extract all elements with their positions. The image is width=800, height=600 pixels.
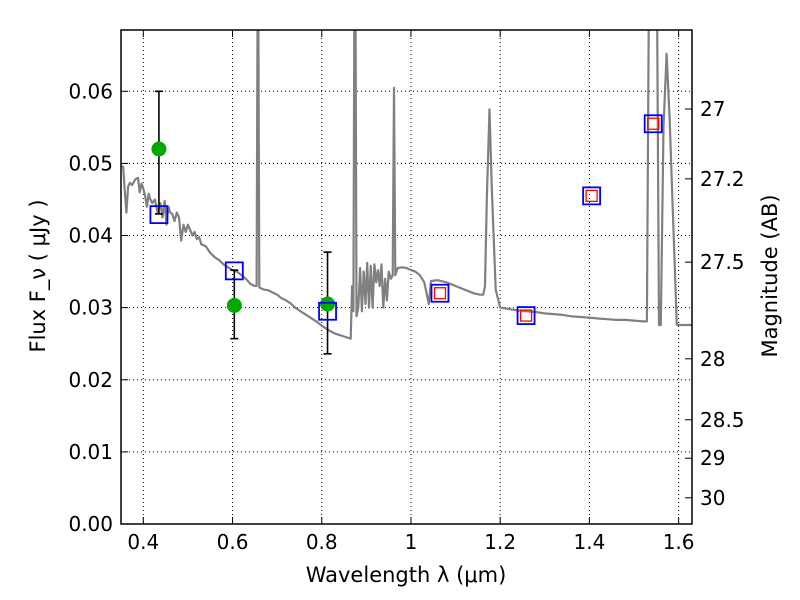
model-flux-square <box>582 186 602 206</box>
observed-flux-point <box>226 297 242 313</box>
right-tick-label: 27 <box>700 97 725 121</box>
model-flux-square <box>430 283 450 303</box>
y-tick-label: 0.02 <box>68 368 113 392</box>
model-flux-square <box>516 306 536 325</box>
model-flux-square-small <box>647 117 660 130</box>
model-flux-square <box>318 301 337 321</box>
right-tick-label: 27.2 <box>700 167 745 191</box>
model-flux-square <box>149 205 169 225</box>
plot-frame <box>120 29 693 525</box>
right-tick-label: 27.5 <box>700 250 745 274</box>
y-tick-label: 0.00 <box>68 512 113 536</box>
grid-lines <box>121 30 692 525</box>
y-axis-label-text: Flux F_ν ( μJy ) <box>26 199 51 352</box>
x-tick-label: 1.6 <box>663 530 695 554</box>
x-tick-label: 1.2 <box>484 530 516 554</box>
observed-flux-point <box>320 296 336 312</box>
right-tick-label: 28 <box>700 347 725 371</box>
y-axis-label: Flux F_ν ( μJy ) <box>26 199 51 352</box>
axes: 0.4 0.6 0.8 1 1.2 1.4 1.6 0.00 0.01 0.02 0.03 0.04 0… <box>68 29 745 554</box>
y-tick-label: 0.06 <box>68 79 113 103</box>
x-tick-label: 0.6 <box>217 530 249 554</box>
y-tick-label: 0.05 <box>68 151 113 175</box>
x-tick-label: 1.4 <box>573 530 605 554</box>
x-axis-label: Wavelength λ (μm) <box>306 563 507 587</box>
model-flux-square-small <box>585 189 598 203</box>
x-axis-label-text: Wavelength λ (μm) <box>306 563 507 587</box>
observed-flux-point <box>151 141 167 157</box>
plot-area <box>121 30 692 355</box>
y-tick-label: 0.03 <box>68 296 113 320</box>
model-flux-square <box>643 114 663 134</box>
model-flux-square-small <box>519 309 533 322</box>
right-tick-label: 30 <box>700 486 725 510</box>
x-tick-label: 0.4 <box>127 530 159 554</box>
right-tick-label: 29 <box>700 446 725 470</box>
y-tick-label: 0.01 <box>68 440 113 464</box>
model-flux-square-small <box>433 287 447 300</box>
y-tick-label: 0.04 <box>68 224 113 248</box>
right-axis-label: Magnitude (AB) <box>758 194 782 357</box>
model-flux-square <box>224 261 244 281</box>
right-tick-label: 28.5 <box>700 408 745 432</box>
x-tick-label: 0.8 <box>306 530 338 554</box>
x-tick-label: 1 <box>405 530 418 554</box>
model-spectrum-line <box>121 30 692 340</box>
